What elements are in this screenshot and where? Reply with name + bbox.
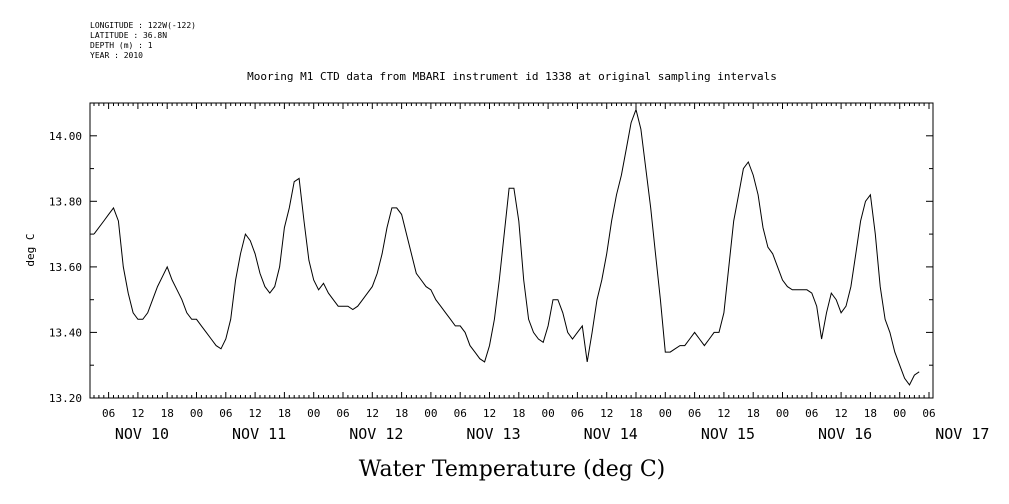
y-axis-label: deg C — [24, 233, 37, 266]
x-hour-label: 06 — [102, 407, 115, 420]
x-hour-label: 12 — [600, 407, 613, 420]
x-hour-label: 06 — [336, 407, 349, 420]
x-hour-label: 18 — [512, 407, 525, 420]
x-hour-label: 18 — [278, 407, 291, 420]
x-date-label: NOV 11 — [232, 425, 286, 443]
x-hour-label: 00 — [893, 407, 906, 420]
x-hour-label: 00 — [307, 407, 320, 420]
y-tick-label: 13.40 — [49, 326, 82, 339]
x-hour-label: 18 — [864, 407, 877, 420]
x-hour-label: 12 — [834, 407, 847, 420]
y-tick-label: 13.60 — [49, 261, 82, 274]
x-date-label: NOV 17 — [935, 425, 989, 443]
x-hour-label: 00 — [659, 407, 672, 420]
y-tick-label: 13.80 — [49, 195, 82, 208]
x-hour-label: 00 — [424, 407, 437, 420]
x-hour-label: 00 — [190, 407, 203, 420]
x-hour-label: 06 — [688, 407, 701, 420]
x-axis-title: Water Temperature (deg C) — [359, 457, 666, 482]
series-line-water-temperature — [93, 107, 920, 386]
x-hour-label: 18 — [395, 407, 408, 420]
x-hour-label: 12 — [249, 407, 262, 420]
x-date-label: NOV 16 — [818, 425, 872, 443]
x-hour-label: 00 — [776, 407, 789, 420]
meta-year: YEAR : 2010 — [90, 51, 143, 60]
x-date-label: NOV 10 — [115, 425, 169, 443]
x-hour-label: 12 — [131, 407, 144, 420]
x-hour-label: 12 — [366, 407, 379, 420]
x-date-label: NOV 13 — [466, 425, 520, 443]
x-hour-label: 06 — [219, 407, 232, 420]
y-axis-tick-labels: 13.20 13.40 13.60 13.80 14.00 — [49, 130, 82, 405]
x-hour-label: 06 — [805, 407, 818, 420]
meta-depth: DEPTH (m) : 1 — [90, 41, 153, 50]
x-hour-label: 18 — [161, 407, 174, 420]
x-hour-label: 18 — [747, 407, 760, 420]
chart-title: Mooring M1 CTD data from MBARI instrumen… — [247, 70, 777, 83]
y-tick-label: 14.00 — [49, 130, 82, 143]
x-date-label: NOV 14 — [584, 425, 638, 443]
plot-frame — [89, 102, 934, 399]
x-hour-label: 18 — [629, 407, 642, 420]
meta-longitude: LONGITUDE : 122W(-122) — [90, 21, 196, 30]
x-date-label: NOV 15 — [701, 425, 755, 443]
x-hour-label: 06 — [922, 407, 935, 420]
meta-latitude: LATITUDE : 36.8N — [90, 31, 167, 40]
metadata-block: LONGITUDE : 122W(-122) LATITUDE : 36.8N … — [90, 21, 196, 60]
x-date-label: NOV 12 — [349, 425, 403, 443]
x-hour-label: 12 — [717, 407, 730, 420]
x-hour-label: 00 — [541, 407, 554, 420]
x-hour-label: 06 — [571, 407, 584, 420]
x-axis-date-labels: NOV 10 NOV 11 NOV 12 NOV 13 NOV 14 NOV 15 NOV … — [115, 425, 990, 443]
x-hour-label: 06 — [454, 407, 467, 420]
x-hour-label: 12 — [483, 407, 496, 420]
y-tick-label: 13.20 — [49, 392, 82, 405]
x-axis-hour-labels: 06 12 18 00 06 12 18 00 06 12 18 00 06 12 18 00 06 12 18 00… — [102, 407, 936, 420]
axis-ticks — [90, 102, 933, 399]
